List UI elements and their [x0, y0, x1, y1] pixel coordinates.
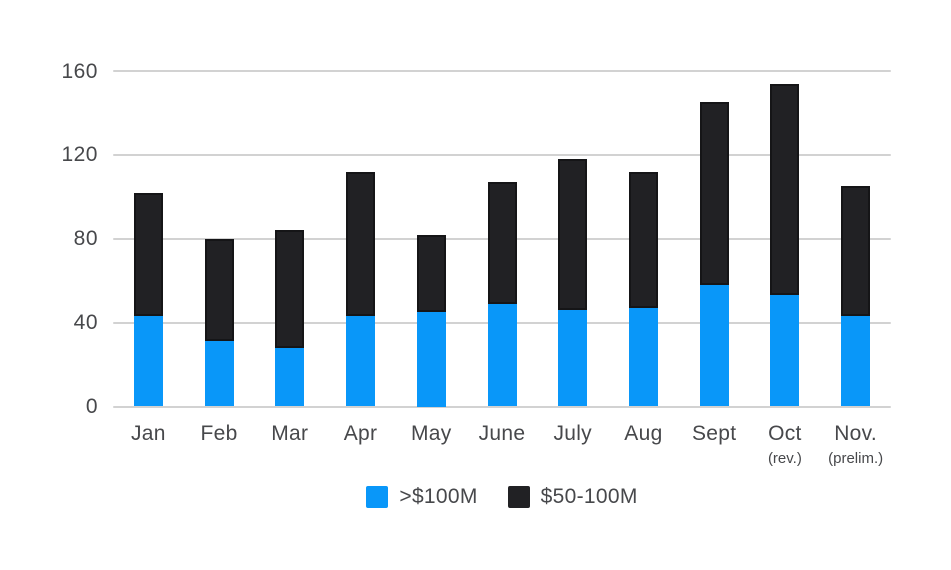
bar-segment-black: [487, 182, 517, 304]
x-axis-tick-label: Sept: [691, 422, 737, 445]
gridline: [113, 70, 891, 72]
y-axis-tick-label: 80: [73, 227, 98, 251]
bar-segment-black: [346, 171, 376, 317]
x-axis-tick-sublabel: (rev.): [767, 450, 802, 467]
bar-segment-black: [841, 186, 871, 317]
x-axis-tick-label: Aug: [624, 422, 663, 445]
bar-segment-blue: [275, 347, 305, 407]
bar-segment-blue: [699, 284, 729, 407]
legend-item: $50-100M: [507, 485, 638, 509]
bar-segment-blue: [487, 303, 517, 407]
legend: >$100M $50-100M: [113, 485, 891, 509]
bar-segment-black: [628, 171, 658, 308]
x-axis-tick-label: July: [553, 422, 592, 445]
bar-segment-black: [275, 230, 305, 348]
gridline: [113, 405, 891, 408]
x-axis-tick-label: Mar: [271, 422, 309, 445]
gridline: [113, 153, 891, 156]
bar-segment-black: [770, 83, 800, 296]
bar-segment-blue: [770, 295, 800, 407]
bar-segment-blue: [628, 307, 658, 407]
bar-segment-black: [558, 159, 588, 311]
bar-segment-black: [133, 192, 163, 317]
bar-segment-blue: [346, 316, 376, 407]
bar-segment-blue: [841, 316, 871, 407]
x-axis-tick-label: Apr: [343, 422, 378, 445]
bar-segment-black: [699, 102, 729, 285]
y-axis-tick-label: 40: [73, 311, 98, 335]
legend-swatch-icon: [507, 486, 530, 508]
x-axis-tick-label: May: [410, 422, 452, 445]
y-axis-tick-label: 120: [61, 143, 98, 167]
x-axis-tick-label: Jan: [130, 422, 166, 445]
legend-swatch-icon: [366, 486, 389, 508]
bar-segment-blue: [204, 341, 234, 407]
x-axis-tick-label: Feb: [200, 422, 238, 445]
legend-label: >$100M: [399, 485, 478, 508]
x-axis-tick-label: Oct: [768, 422, 802, 445]
bar-segment-black: [204, 238, 234, 342]
y-axis-tick-label: 160: [61, 59, 98, 83]
bar-segment-blue: [416, 312, 446, 407]
x-axis-tick-label: June: [478, 422, 526, 445]
legend-item: >$100M: [366, 485, 477, 509]
bar-segment-blue: [558, 310, 588, 407]
y-axis-tick-label: 0: [85, 395, 98, 418]
x-axis-tick-sublabel: (prelim.): [828, 450, 884, 467]
bar-segment-black: [416, 234, 446, 313]
legend-label: $50-100M: [540, 485, 638, 508]
x-axis-tick-label: Nov.: [834, 422, 878, 445]
bar-segment-blue: [133, 316, 163, 407]
